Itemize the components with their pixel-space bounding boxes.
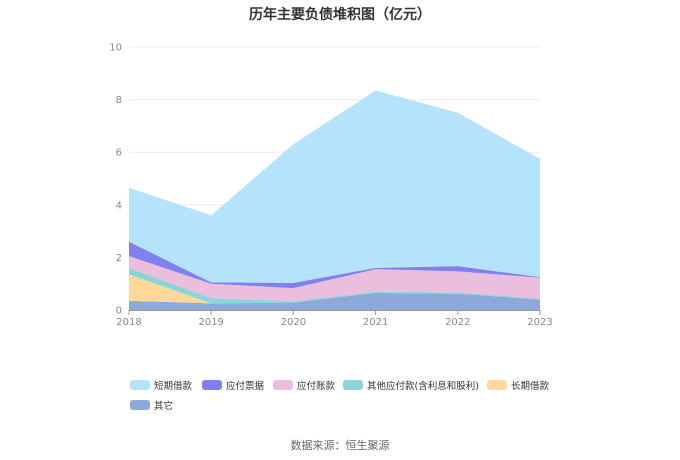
area-series-5 bbox=[129, 90, 540, 283]
x-tick-label-2021: 2021 bbox=[363, 317, 388, 328]
legend-item-5[interactable]: 其它 bbox=[130, 400, 173, 412]
y-tick-label-8: 8 bbox=[116, 95, 122, 106]
legend-label-4: 长期借款 bbox=[511, 380, 550, 392]
legend-swatch-5 bbox=[130, 400, 150, 410]
legend-swatch-1 bbox=[202, 380, 222, 390]
data-source-note: 数据来源：恒生聚源 bbox=[290, 439, 390, 452]
legend-label-0: 短期借款 bbox=[154, 380, 193, 392]
legend-swatch-0 bbox=[130, 380, 150, 390]
area-series bbox=[129, 90, 540, 310]
y-tick-label-4: 4 bbox=[116, 200, 122, 211]
x-tick-label-2023: 2023 bbox=[527, 317, 552, 328]
axes: 0 2 4 6 8 10 2018 2019 2020 2021 2022 2023 bbox=[109, 43, 552, 329]
legend-item-1[interactable]: 应付票据 bbox=[202, 380, 265, 392]
legend-item-3[interactable]: 其他应付款(含利息和股利) bbox=[343, 380, 479, 392]
legend-swatch-2 bbox=[273, 380, 293, 390]
legend-item-4[interactable]: 长期借款 bbox=[487, 380, 550, 392]
area-series-0 bbox=[129, 292, 540, 310]
legend-label-5: 其它 bbox=[154, 400, 173, 412]
legend-item-0[interactable]: 短期借款 bbox=[130, 380, 193, 392]
area-series-3 bbox=[129, 256, 540, 302]
y-tick-label-2: 2 bbox=[116, 253, 122, 264]
legend-label-2: 应付账款 bbox=[297, 380, 336, 392]
y-tick-label-10: 10 bbox=[109, 43, 122, 54]
legend-swatch-4 bbox=[487, 380, 507, 390]
area-series-1 bbox=[129, 274, 540, 304]
x-tick-label-2022: 2022 bbox=[445, 317, 470, 328]
legend-label-3: 其他应付款(含利息和股利) bbox=[367, 380, 479, 392]
y-tick-label-0: 0 bbox=[116, 306, 122, 317]
y-tick-label-6: 6 bbox=[116, 148, 122, 159]
legend-item-2[interactable]: 应付账款 bbox=[273, 380, 336, 392]
legend-label-1: 应付票据 bbox=[226, 380, 265, 392]
x-tick-label-2020: 2020 bbox=[281, 317, 306, 328]
chart-title: 历年主要负债堆积图（亿元） bbox=[249, 7, 431, 23]
x-tick-label-2018: 2018 bbox=[116, 317, 141, 328]
legend-swatch-3 bbox=[343, 380, 363, 390]
x-tick-label-2019: 2019 bbox=[198, 317, 223, 328]
